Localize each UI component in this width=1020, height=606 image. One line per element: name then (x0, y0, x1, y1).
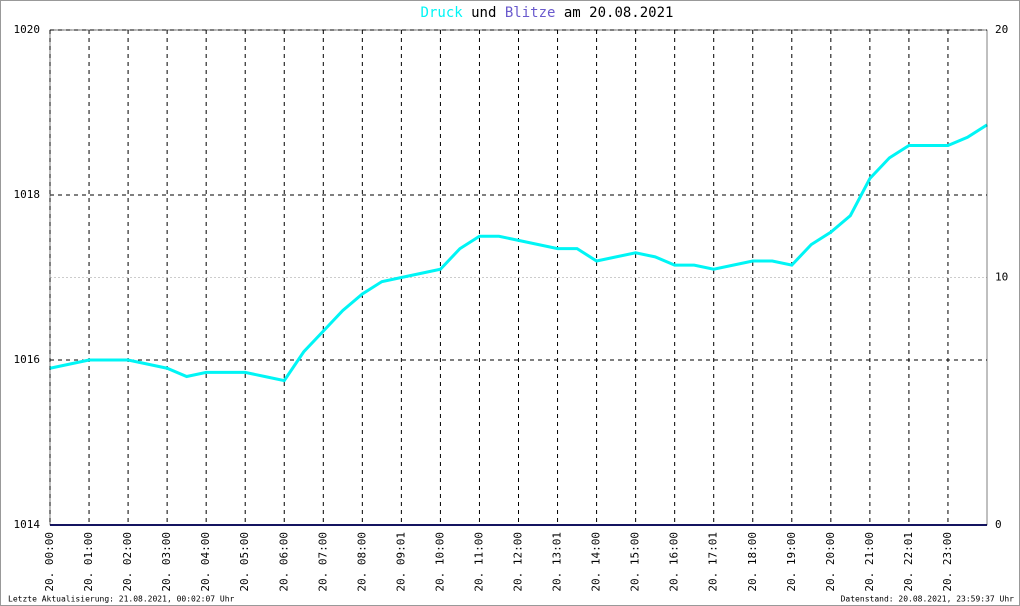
y2-tick-label: 0 (995, 518, 1002, 531)
title-word: und (471, 5, 496, 21)
title-series-2: Blitze (505, 5, 556, 21)
x-tick-label: 20. 15:00 (629, 532, 642, 592)
x-tick-label: 20. 08:00 (355, 532, 368, 592)
x-tick-label: 20. 06:00 (277, 532, 290, 592)
title-date: am 20.08.2021 (564, 5, 674, 21)
x-tick-label: 20. 22:01 (902, 532, 915, 592)
x-tick-label: 20. 11:00 (472, 532, 485, 592)
x-tick-label: 20. 02:00 (121, 532, 134, 592)
x-tick-label: 20. 18:00 (746, 532, 759, 592)
x-tick-label: 20. 23:00 (941, 532, 954, 592)
footer-right: Datenstand: 20.08.2021, 23:59:37 Uhr (841, 595, 1015, 604)
x-tick-label: 20. 01:00 (82, 532, 95, 592)
x-tick-label: 20. 07:00 (316, 532, 329, 592)
title-series-1: Druck (421, 5, 464, 21)
y2-tick-label: 20 (995, 23, 1008, 36)
x-tick-label: 20. 19:00 (785, 532, 798, 592)
y-tick-label: 1014 (14, 518, 41, 531)
x-tick-label: 20. 10:00 (433, 532, 446, 592)
x-tick-label: 20. 21:00 (863, 532, 876, 592)
series-line (49, 123, 988, 383)
chart-title: Druck und Blitze am 20.08.2021 (421, 5, 674, 21)
x-tick-label: 20. 04:00 (199, 532, 212, 592)
y-tick-label: 1020 (14, 23, 41, 36)
y-tick-label: 1016 (14, 353, 41, 366)
x-tick-label: 20. 14:00 (590, 532, 603, 592)
x-tick-label: 20. 00:00 (43, 532, 56, 592)
plot-border (49, 29, 988, 526)
y2-tick-label: 10 (995, 271, 1008, 284)
x-tick-label: 20. 13:01 (551, 532, 564, 592)
x-tick-label: 20. 09:01 (394, 532, 407, 592)
x-tick-label: 20. 12:00 (512, 532, 525, 592)
y-tick-label: 1018 (14, 188, 41, 201)
x-tick-label: 20. 05:00 (238, 532, 251, 592)
x-tick-label: 20. 16:00 (668, 532, 681, 592)
x-tick-label: 20. 03:00 (160, 532, 173, 592)
x-tick-label: 20. 20:00 (824, 532, 837, 592)
footer-left: Letzte Aktualisierung: 21.08.2021, 00:02… (8, 595, 235, 604)
x-tick-label: 20. 17:01 (707, 532, 720, 592)
